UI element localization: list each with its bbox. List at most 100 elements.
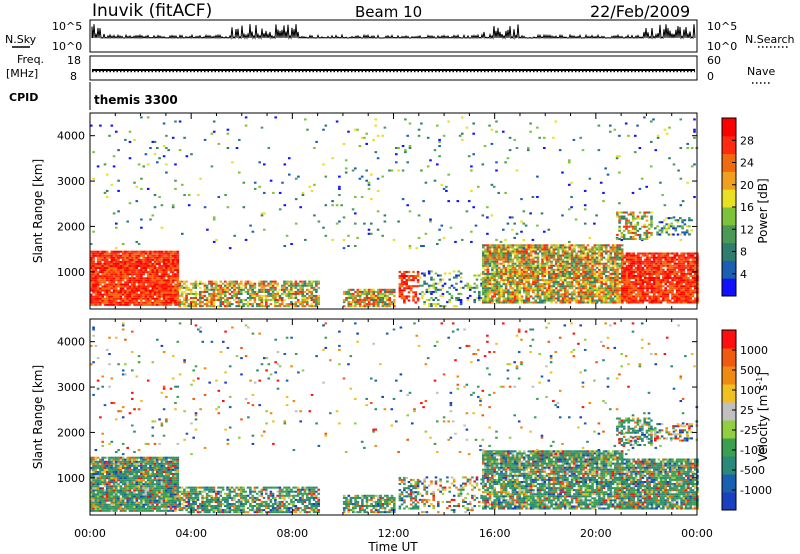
range-cell <box>595 252 599 255</box>
range-cell <box>151 293 155 296</box>
range-cell <box>180 301 184 304</box>
range-cell <box>600 279 603 282</box>
range-cell <box>634 283 638 286</box>
range-cell <box>584 301 588 304</box>
range-cell <box>659 279 663 282</box>
range-cell <box>407 279 411 282</box>
range-cell <box>607 291 610 294</box>
range-cell <box>611 279 615 282</box>
range-cell <box>271 299 275 302</box>
range-cell <box>110 273 114 276</box>
range-cell <box>301 290 304 293</box>
range-cell <box>502 264 506 267</box>
range-cell <box>140 273 143 276</box>
range-cell <box>634 287 638 290</box>
range-cell <box>491 289 494 292</box>
range-cell <box>249 224 252 227</box>
range-cell <box>639 262 642 265</box>
range-cell <box>260 305 264 308</box>
range-cell <box>538 244 542 247</box>
range-cell <box>609 246 613 249</box>
range-cell <box>646 266 649 269</box>
range-cell <box>614 287 617 290</box>
range-cell <box>628 277 631 280</box>
range-cell <box>621 258 624 261</box>
range-cell <box>162 155 166 158</box>
range-cell <box>167 285 170 288</box>
range-cell <box>492 185 496 188</box>
range-cell <box>593 279 597 282</box>
range-cell <box>92 297 95 300</box>
range-cell <box>287 305 291 308</box>
range-cell <box>607 287 610 290</box>
range-cell <box>664 289 667 292</box>
range-cell <box>117 269 120 272</box>
range-cell <box>99 271 102 274</box>
range-cell <box>646 256 649 259</box>
range-cell <box>169 293 173 296</box>
range-cell <box>536 266 540 269</box>
range-cell <box>614 258 617 261</box>
range-cell <box>219 290 223 293</box>
range-cell <box>210 292 213 295</box>
range-cell <box>570 181 573 184</box>
range-cell <box>363 222 366 225</box>
range-cell <box>167 250 170 253</box>
range-cell <box>653 256 656 259</box>
range-cell <box>673 295 677 298</box>
range-cell <box>614 295 617 298</box>
range-cell <box>693 118 696 121</box>
range-cell <box>552 270 556 273</box>
range-cell <box>101 275 104 278</box>
range-cell <box>110 287 114 290</box>
range-cell <box>119 281 123 284</box>
range-cell <box>105 275 109 278</box>
range-cell <box>217 142 221 145</box>
range-cell <box>92 491 95 494</box>
range-cell <box>262 294 266 297</box>
range-cell <box>312 301 316 304</box>
range-cell <box>498 277 501 280</box>
range-cell <box>566 281 569 284</box>
range-cell <box>251 297 254 300</box>
range-cell <box>149 281 152 284</box>
range-cell <box>124 256 127 259</box>
range-cell <box>101 299 104 302</box>
range-cell <box>643 291 647 294</box>
range-cell <box>226 147 230 150</box>
range-cell <box>400 272 404 275</box>
range-cell <box>493 262 496 265</box>
range-cell <box>484 264 487 267</box>
range-cell <box>575 260 578 263</box>
range-cell <box>604 275 608 278</box>
range-cell <box>226 303 229 306</box>
range-cell <box>92 299 95 302</box>
range-cell <box>283 204 287 207</box>
range-cell <box>525 299 528 302</box>
range-cell <box>228 303 232 306</box>
range-cell <box>408 122 412 125</box>
range-cell <box>115 269 118 272</box>
range-cell <box>607 301 610 304</box>
range-cell <box>221 286 225 289</box>
range-cell <box>115 301 118 304</box>
range-cell <box>579 272 583 275</box>
range-cell <box>233 299 236 302</box>
range-cell <box>482 246 485 249</box>
range-cell <box>124 301 127 304</box>
range-cell <box>94 487 98 490</box>
range-cell <box>500 291 503 294</box>
range-cell <box>639 260 642 263</box>
range-cell <box>408 245 412 248</box>
range-cell <box>171 250 175 253</box>
range-cell <box>579 136 582 139</box>
range-cell <box>529 285 533 288</box>
range-cell <box>171 254 175 257</box>
range-cell <box>655 268 658 271</box>
range-cell <box>678 260 681 263</box>
range-cell <box>437 282 440 285</box>
range-cell <box>650 287 654 290</box>
range-cell <box>390 290 394 293</box>
range-cell <box>591 272 594 275</box>
range-cell <box>228 292 232 295</box>
